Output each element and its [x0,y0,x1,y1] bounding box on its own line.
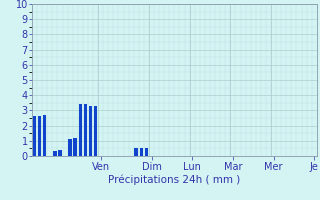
Bar [84,104,87,156]
Bar [53,151,57,156]
Bar [58,150,62,156]
Bar [38,116,41,156]
X-axis label: Précipitations 24h ( mm ): Précipitations 24h ( mm ) [108,174,241,185]
Bar [33,116,36,156]
Bar [140,148,143,156]
Bar [78,104,82,156]
Bar [94,106,97,156]
Bar [89,106,92,156]
Bar [134,148,138,156]
Bar [74,138,77,156]
Bar [43,115,46,156]
Bar [68,139,72,156]
Bar [145,148,148,156]
